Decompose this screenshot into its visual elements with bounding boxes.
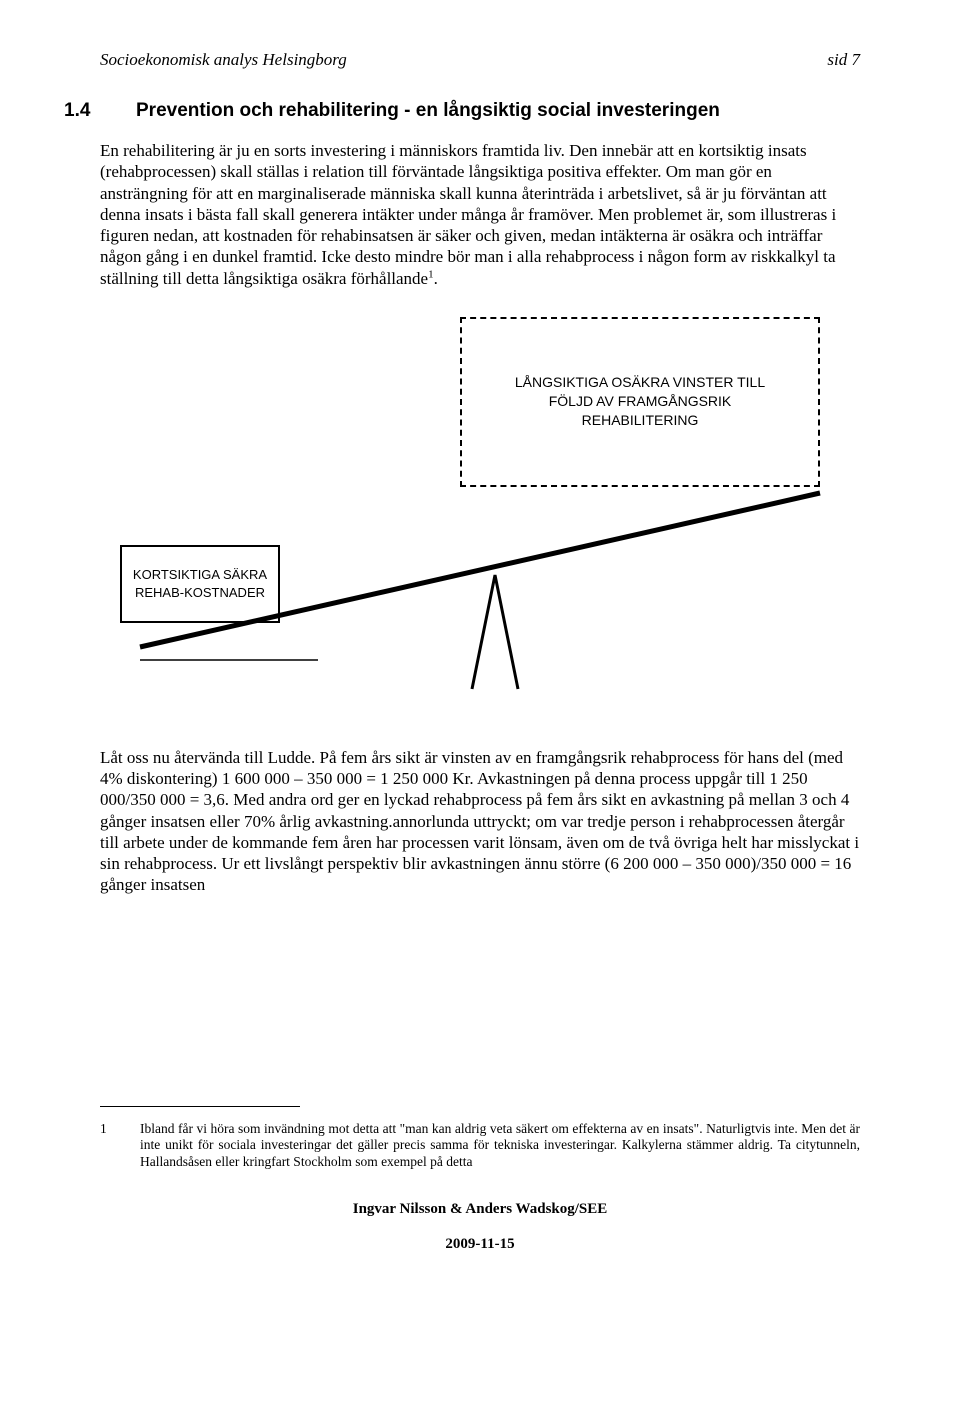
footer-authors: Ingvar Nilsson & Anders Wadskog/SEE	[100, 1201, 860, 1218]
header-left: Socioekonomisk analys Helsingborg	[100, 50, 347, 70]
footnote-1: 1Ibland får vi höra som invändning mot d…	[100, 1121, 860, 1172]
section-heading: 1.4Prevention och rehabilitering - en lå…	[136, 100, 860, 122]
footer-date: 2009-11-15	[100, 1236, 860, 1253]
seesaw-diagram: LÅNGSIKTIGA OSÄKRA VINSTER TILL FÖLJD AV…	[110, 317, 850, 707]
seesaw-svg	[110, 317, 850, 707]
page-header: Socioekonomisk analys Helsingborg sid 7	[100, 50, 860, 70]
header-right: sid 7	[827, 50, 860, 70]
footnote-text: Ibland får vi höra som invändning mot de…	[140, 1121, 860, 1170]
paragraph-2: Låt oss nu återvända till Ludde. På fem …	[100, 747, 860, 896]
section-number: 1.4	[100, 100, 136, 122]
paragraph-1-end: .	[434, 269, 438, 288]
section-title: Prevention och rehabilitering - en långs…	[136, 100, 720, 121]
footnote-number: 1	[100, 1121, 140, 1138]
paragraph-1-text: En rehabilitering är ju en sorts investe…	[100, 141, 836, 288]
fulcrum-triangle	[472, 575, 518, 689]
lever-line	[140, 493, 820, 647]
paragraph-1: En rehabilitering är ju en sorts investe…	[100, 140, 860, 289]
footnote-separator	[100, 1106, 300, 1107]
